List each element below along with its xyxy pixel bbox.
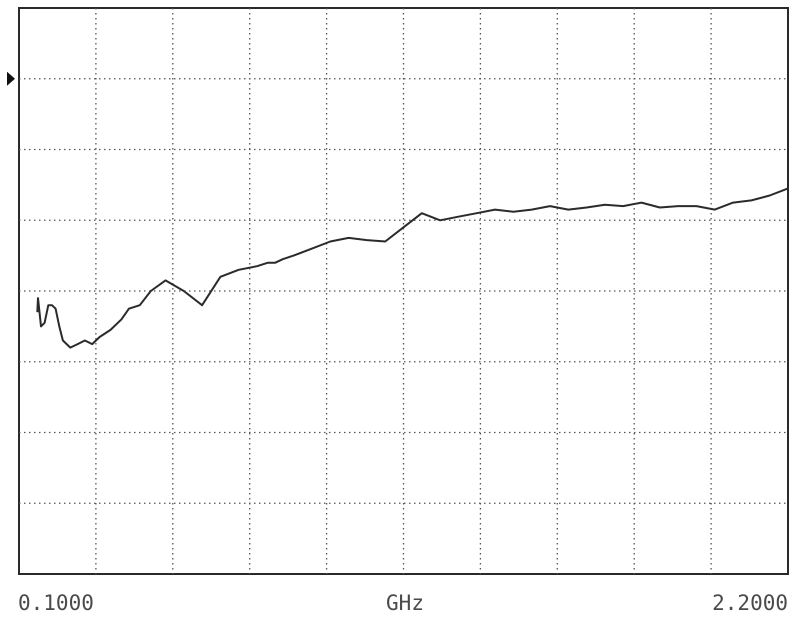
x-axis-unit-label: GHz bbox=[386, 591, 424, 615]
x-start-label: 0.1000 bbox=[18, 591, 94, 615]
reference-level-marker-icon bbox=[7, 71, 15, 86]
grid bbox=[19, 8, 788, 574]
x-stop-label: 2.2000 bbox=[712, 591, 788, 615]
series-line bbox=[36, 187, 789, 349]
